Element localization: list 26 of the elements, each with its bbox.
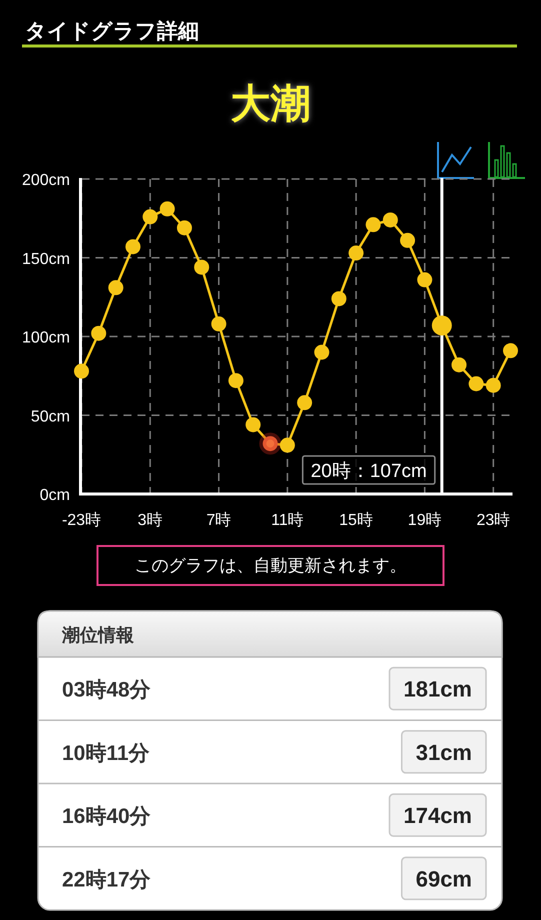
value-button: 69cm [400,856,487,900]
y-tick-label: 150cm [22,250,70,268]
x-tick-label: 3時 [138,511,163,529]
value-button: 181cm [388,666,487,710]
x-tick-label: 23時 [476,511,510,529]
x-tick-label: 15時 [339,511,373,529]
text: 22時17分 [62,868,152,892]
value-button: 174cm [388,793,487,837]
y-tick-label: 100cm [22,330,70,346]
card-title: 潮位情報 [62,625,134,645]
text: 03時48分 [62,678,152,702]
subtitle: 大潮 [230,82,310,126]
x-tick-label: 7時 [206,511,232,529]
cursor-label: 20時：107cm [302,455,436,485]
text: 16時40分 [62,805,152,828]
text: 10時11分 [62,742,151,765]
x-tick-label: 19時 [408,511,442,529]
x-tick-label: -23時 [62,511,102,529]
y-tick-label: 200cm [22,172,70,189]
annotation: 20時：107cm [310,461,427,482]
value-button: 31cm [400,730,487,774]
y-tick-label: 0cm [40,487,70,504]
y-tick-label: 50cm [30,408,70,426]
note: このグラフは、自動更新されます。 [96,545,444,586]
x-tick-label: 11時 [271,511,304,529]
title: タイドグラフ詳細 [25,20,199,43]
